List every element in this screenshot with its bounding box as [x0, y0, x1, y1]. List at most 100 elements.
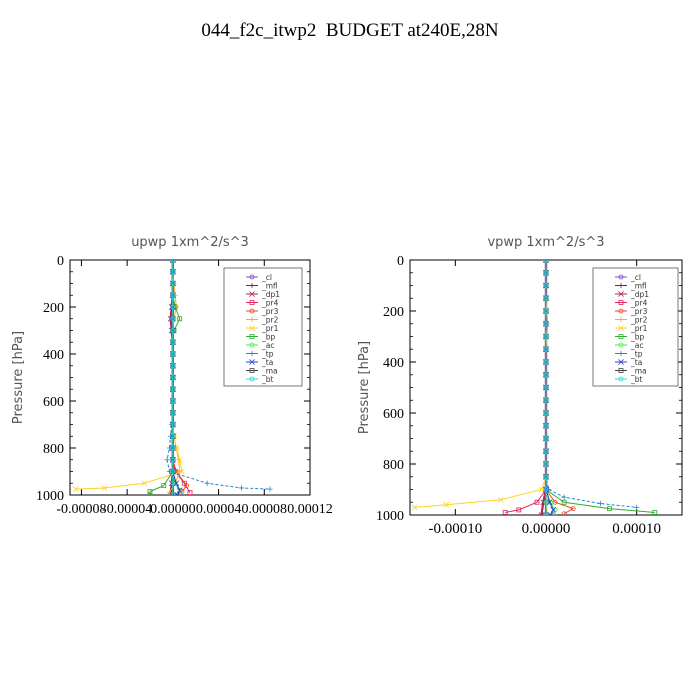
legend-marker: [618, 342, 624, 348]
data-point: [543, 461, 549, 467]
legend-label: _bp: [630, 333, 645, 342]
data-point: [238, 485, 245, 491]
data-point: [174, 492, 181, 495]
legend-marker: [249, 300, 255, 305]
data-point: [101, 485, 108, 491]
y-tick-label: 200: [383, 305, 404, 320]
legend-marker: [618, 359, 624, 365]
series-line-pr1: [75, 260, 183, 490]
y-tick-label: 1000: [36, 489, 64, 504]
y-tick-label: 400: [383, 356, 404, 371]
data-point: [543, 270, 549, 276]
legend-marker: [618, 316, 624, 323]
data-point: [170, 433, 176, 439]
legend-label: _pr4: [261, 299, 279, 308]
series-group: [411, 260, 658, 515]
data-point: [147, 489, 153, 494]
data-point: [543, 260, 549, 263]
legend-label: _ac: [630, 341, 643, 350]
legend-label: _pr4: [630, 299, 648, 308]
y-tick-label: 400: [43, 348, 64, 363]
legend-marker: [618, 376, 624, 382]
figure-title: 044_f2c_itwp2 BUDGET at240E,28N: [201, 20, 499, 41]
data-point: [170, 492, 176, 495]
data-point: [443, 501, 450, 508]
data-point: [175, 457, 182, 463]
data-point: [170, 351, 176, 357]
legend-marker: [249, 350, 255, 357]
data-point: [170, 410, 176, 416]
legend-label: _pr2: [261, 316, 279, 325]
data-point: [170, 422, 176, 427]
data-point: [543, 334, 549, 339]
data-point: [141, 480, 148, 487]
data-point: [538, 512, 545, 515]
chart-title: upwp 1xm^2/s^3: [131, 235, 249, 250]
data-point: [170, 269, 176, 275]
legend-marker: [618, 350, 624, 357]
data-point: [170, 281, 176, 286]
data-point: [502, 510, 508, 515]
y-tick-label: 0: [397, 254, 404, 269]
x-tick-label: 0.00004: [196, 502, 242, 517]
data-point: [543, 308, 549, 314]
data-point: [543, 385, 549, 390]
legend-label: _bp: [261, 333, 276, 342]
data-point: [546, 486, 552, 493]
data-point: [411, 504, 418, 511]
data-point: [543, 295, 549, 301]
y-tick-label: 200: [43, 301, 64, 316]
data-point: [543, 397, 549, 403]
data-point: [72, 486, 79, 493]
legend-label: _tp: [630, 350, 643, 359]
legend-marker: [618, 291, 624, 297]
legend-marker: [249, 359, 255, 365]
data-point: [543, 359, 549, 365]
data-point: [547, 512, 554, 515]
legend-marker: [618, 300, 624, 305]
data-point: [170, 328, 176, 333]
legend-marker: [249, 291, 255, 297]
data-point: [170, 375, 176, 380]
legend-marker: [618, 308, 624, 314]
legend-marker: [249, 316, 255, 323]
y-tick-label: 600: [43, 395, 64, 410]
y-axis-label: Pressure [hPa]: [357, 341, 372, 434]
legend-marker: [249, 376, 255, 382]
data-point: [170, 398, 176, 404]
data-point: [176, 487, 183, 494]
data-point: [170, 469, 176, 474]
data-point: [170, 445, 176, 451]
data-point: [204, 480, 210, 486]
data-point: [543, 372, 549, 378]
legend-marker: [249, 334, 255, 339]
legend-label: _pr1: [630, 324, 648, 333]
data-point: [570, 506, 576, 512]
data-point: [561, 499, 567, 505]
data-point: [543, 410, 549, 416]
data-point: [170, 304, 176, 310]
legend-label: _bt: [261, 375, 274, 384]
legend-label: _tp: [261, 350, 274, 359]
legend-label: _pr3: [261, 307, 279, 316]
legend-label: _ma: [630, 367, 647, 376]
y-tick-label: 800: [43, 442, 64, 457]
legend-marker: [249, 368, 255, 373]
x-tick-label: 0.00000: [150, 502, 196, 517]
y-tick-label: 0: [57, 254, 64, 269]
legend-label: _cl: [261, 273, 272, 282]
legend-label: _ta: [261, 358, 273, 367]
data-point: [147, 492, 153, 495]
legend-marker: [618, 325, 624, 331]
x-tick-label: -0.00010: [428, 521, 482, 537]
data-point: [561, 494, 567, 500]
data-point: [543, 499, 549, 505]
upwp-chart: upwp 1xm^2/s^3 Pressure [hPa] 0 200 400 600 80…: [11, 235, 333, 517]
series-line-pr3: [545, 260, 575, 515]
legend-marker: [249, 282, 255, 289]
data-point: [607, 506, 612, 512]
legend-label: _ta: [630, 358, 642, 367]
x-tick-label: 0.00010: [612, 521, 661, 537]
chart-title: vpwp 1xm^2/s^3: [487, 235, 604, 250]
data-point: [538, 486, 545, 493]
